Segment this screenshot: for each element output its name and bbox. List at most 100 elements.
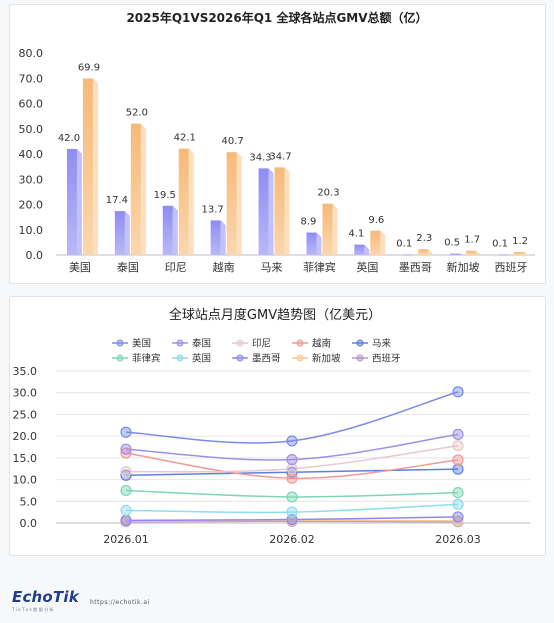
- line-chart-panel: 全球站点月度GMV趋势图（亿美元） 0.0 5.0 10.0 15.0 20.0 25.0…: [9, 296, 546, 556]
- bar-side-2: [188, 148, 194, 255]
- bar-data-label: 52.0: [126, 108, 148, 119]
- line-series-path: [125, 452, 459, 480]
- bar-series-1: [354, 244, 365, 255]
- legend-label: 西班牙: [372, 353, 401, 365]
- bar-y-tick-label: 40.0: [19, 148, 44, 161]
- bar-data-label: 0.1: [492, 239, 508, 250]
- bar-chart: 2025年Q1VS2026年Q1 全球各站点GMV总额（亿） 0.0 10.0 20…: [19, 10, 535, 274]
- bar-side-2: [140, 123, 146, 255]
- line-series-point: [120, 469, 132, 481]
- line-series-point: [120, 466, 132, 478]
- bar-series-2: [514, 251, 525, 255]
- bar-data-label: 1.2: [512, 236, 528, 247]
- legend-swatch-marker: [356, 354, 364, 362]
- bar-data-label: 34.7: [269, 151, 291, 162]
- bar-chart-panel: 2025年Q1VS2026年Q1 全球各站点GMV总额（亿） 0.0 10.0 20…: [9, 4, 546, 284]
- line-series-point: [452, 498, 464, 510]
- line-series-path: [125, 516, 459, 522]
- bar-y-tick-label: 20.0: [19, 199, 44, 212]
- bar-x-tick-label: 菲律宾: [303, 260, 336, 274]
- bar-y-tick-label: 50.0: [19, 123, 44, 136]
- line-series-point: [286, 466, 298, 478]
- bar-side-1: [220, 220, 226, 255]
- line-y-tick-label: 0.0: [20, 517, 38, 530]
- bar-y-tick-label: 10.0: [19, 224, 44, 237]
- bar-data-label: 2.3: [416, 233, 432, 244]
- line-series-path: [125, 489, 459, 498]
- legend-label: 美国: [132, 338, 151, 350]
- bar-series-2: [466, 250, 477, 255]
- bar-side-2: [236, 152, 242, 255]
- line-series-point: [452, 511, 464, 523]
- bar-series-2: [418, 249, 429, 255]
- line-series-point: [286, 472, 298, 484]
- legend-label: 新加坡: [312, 353, 341, 365]
- line-series-point: [452, 428, 464, 441]
- footer-url[interactable]: https://echotik.ai: [90, 599, 150, 606]
- line-series-path: [125, 444, 459, 473]
- line-y-tick-label: 20.0: [13, 430, 38, 443]
- line-series-point: [452, 515, 464, 527]
- line-chart-title: 全球站点月度GMV趋势图（亿美元）: [169, 307, 381, 323]
- line-y-tick-label: 5.0: [20, 495, 38, 508]
- line-series-point: [452, 440, 464, 452]
- line-series-point: [120, 514, 132, 526]
- legend-swatch-marker: [236, 339, 244, 347]
- bar-data-label: 42.1: [174, 133, 196, 144]
- line-x-tick-label: 2026.02: [269, 533, 315, 546]
- line-series-point: [452, 454, 464, 466]
- bar-side-1: [268, 168, 274, 255]
- bar-data-label: 8.9: [300, 217, 316, 228]
- line-series-point: [286, 491, 298, 503]
- bar-data-label: 20.3: [317, 188, 339, 199]
- bar-series-2: [130, 123, 141, 255]
- bar-series-1: [114, 211, 125, 255]
- legend-label: 墨西哥: [252, 354, 281, 365]
- line-y-tick-label: 10.0: [13, 474, 38, 487]
- line-series-point: [286, 453, 298, 466]
- bar-series-1: [210, 220, 221, 255]
- legend-label: 菲律宾: [132, 353, 161, 365]
- bar-side-1: [76, 148, 82, 255]
- bar-y-tick-label: 70.0: [19, 72, 44, 85]
- legend-swatch-marker: [176, 339, 184, 347]
- bar-data-label: 0.1: [396, 239, 412, 250]
- brand-subtitle: TikTok数据分析: [12, 607, 56, 612]
- legend-swatch-marker: [296, 339, 304, 347]
- bar-series-2: [322, 203, 333, 255]
- bar-x-tick-label: 美国: [69, 261, 91, 274]
- bar-series-2: [178, 148, 189, 255]
- legend-label: 印尼: [252, 338, 271, 350]
- bar-x-tick-label: 越南: [213, 260, 235, 274]
- bar-data-label: 4.1: [348, 229, 364, 240]
- bar-series-2: [226, 152, 237, 255]
- line-series-path: [125, 391, 459, 444]
- bar-series-1: [402, 254, 413, 256]
- line-series-point: [286, 506, 298, 518]
- line-y-tick-label: 35.0: [13, 365, 38, 378]
- line-series-path: [125, 468, 459, 476]
- bar-x-tick-label: 英国: [356, 260, 378, 274]
- bar-side-1: [316, 232, 322, 255]
- line-series-point: [452, 487, 464, 499]
- bar-side-1: [172, 205, 178, 255]
- line-y-tick-label: 30.0: [13, 387, 38, 400]
- bar-data-label: 34.3: [249, 152, 271, 163]
- line-y-tick-label: 25.0: [13, 408, 38, 421]
- bar-x-tick-label: 墨西哥: [399, 261, 432, 274]
- line-series-point: [452, 386, 464, 398]
- bar-y-tick-label: 0.0: [26, 249, 44, 262]
- line-x-tick-label: 2026.01: [103, 533, 149, 546]
- legend-swatch-marker: [116, 339, 124, 347]
- bar-side-2: [332, 203, 338, 255]
- bar-x-tick-label: 泰国: [117, 260, 139, 274]
- bar-series-1: [450, 253, 461, 255]
- bar-side-2: [92, 78, 98, 255]
- bar-x-tick-label: 印尼: [165, 261, 187, 274]
- bar-data-label: 42.0: [58, 133, 80, 144]
- bar-x-tick-label: 马来: [261, 261, 283, 274]
- legend-label: 越南: [312, 338, 331, 350]
- bar-side-1: [124, 211, 130, 255]
- bar-series-1: [498, 254, 509, 256]
- line-series-point: [120, 447, 132, 459]
